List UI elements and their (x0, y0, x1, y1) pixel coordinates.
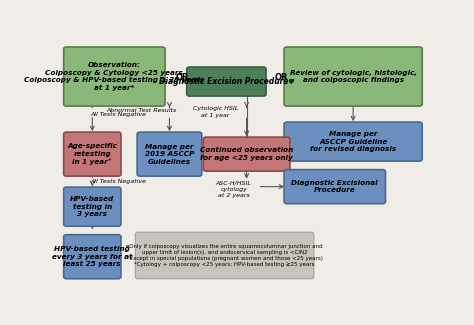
Text: Age-specific
retesting
in 1 year⁺: Age-specific retesting in 1 year⁺ (67, 143, 117, 165)
FancyBboxPatch shape (284, 47, 422, 106)
Text: OR: OR (175, 73, 189, 82)
FancyBboxPatch shape (187, 67, 266, 96)
Text: HPV-based
testing in
3 years: HPV-based testing in 3 years (70, 196, 114, 217)
Text: ᴪOnly if colposcopy visualizes the entire squamocolumnar junction and
upper limi: ᴪOnly if colposcopy visualizes the entir… (126, 243, 323, 267)
Text: Diagnostic Excisional
Procedure: Diagnostic Excisional Procedure (292, 180, 378, 193)
Text: Diagnostic Excision Procedureᴪ: Diagnostic Excision Procedureᴪ (159, 77, 294, 86)
FancyBboxPatch shape (64, 47, 165, 106)
FancyBboxPatch shape (137, 132, 202, 176)
Text: ASC-H/HSIL
cytology
at 2 years: ASC-H/HSIL cytology at 2 years (216, 181, 252, 198)
Text: Manage per
2019 ASCCP
Guidelines: Manage per 2019 ASCCP Guidelines (145, 144, 194, 165)
FancyBboxPatch shape (64, 187, 121, 226)
FancyBboxPatch shape (64, 235, 121, 279)
Text: Cytologic HSIL
at 1 year: Cytologic HSIL at 1 year (193, 107, 238, 118)
FancyBboxPatch shape (64, 132, 121, 176)
FancyBboxPatch shape (203, 137, 290, 171)
FancyBboxPatch shape (284, 170, 385, 204)
Text: Manage per
ASCCP Guideline
for revised diagnosis: Manage per ASCCP Guideline for revised d… (310, 131, 396, 152)
Text: Abnormal Test Results: Abnormal Test Results (107, 108, 177, 113)
Text: Observation:
Colposcopy & Cytology <25 years
Colposcopy & HPV-based testing ≥ 25: Observation: Colposcopy & Cytology <25 y… (24, 62, 204, 91)
FancyBboxPatch shape (135, 232, 314, 279)
Text: All Tests Negative: All Tests Negative (91, 179, 146, 184)
Text: Continued observation
for age <25 years only: Continued observation for age <25 years … (200, 147, 293, 161)
FancyBboxPatch shape (284, 122, 422, 161)
Text: OR: OR (275, 73, 288, 82)
Text: HPV-based testing
every 3 years for at
least 25 years: HPV-based testing every 3 years for at l… (52, 246, 133, 267)
Text: All Tests Negative: All Tests Negative (91, 112, 146, 117)
Text: Review of cytologic, histologic,
and colposcopic findings: Review of cytologic, histologic, and col… (290, 70, 417, 83)
